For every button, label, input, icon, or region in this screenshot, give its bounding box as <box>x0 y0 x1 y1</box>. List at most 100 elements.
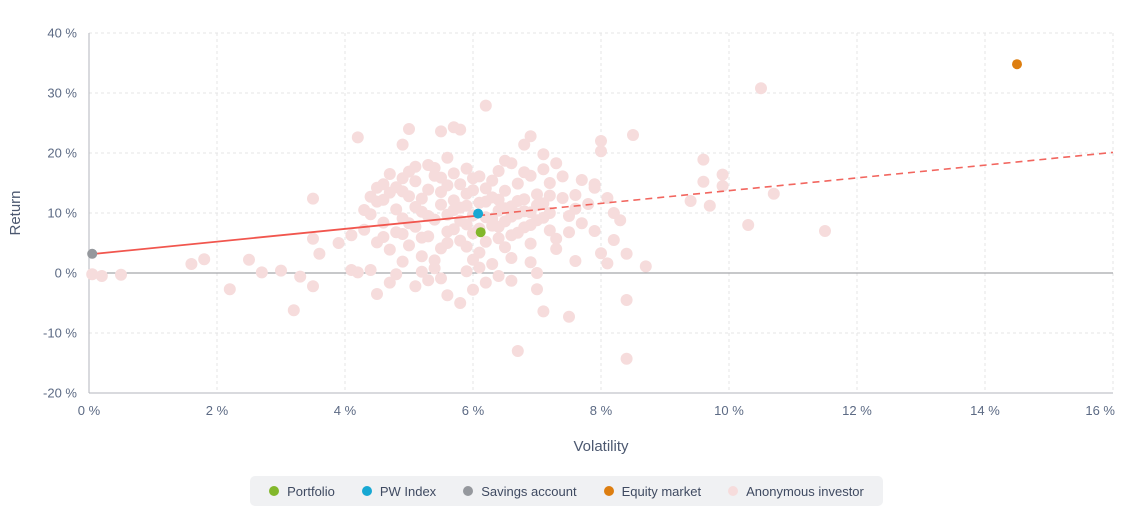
scatter-point-anonymous-investor[interactable] <box>415 231 428 244</box>
scatter-point-anonymous-investor[interactable] <box>95 270 108 282</box>
scatter-point-anonymous-investor[interactable] <box>575 174 588 186</box>
scatter-point-anonymous-investor[interactable] <box>294 270 307 283</box>
scatter-point-anonymous-investor[interactable] <box>435 198 447 211</box>
scatter-point-anonymous-investor[interactable] <box>345 264 358 276</box>
scatter-point-anonymous-investor[interactable] <box>364 264 377 276</box>
scatter-point-anonymous-investor[interactable] <box>537 163 550 176</box>
scatter-point-anonymous-investor[interactable] <box>460 199 473 212</box>
scatter-point-anonymous-investor[interactable] <box>428 262 441 275</box>
scatter-point-anonymous-investor[interactable] <box>601 192 614 204</box>
scatter-point-anonymous-investor[interactable] <box>377 193 390 206</box>
scatter-point-anonymous-investor[interactable] <box>543 224 556 237</box>
scatter-point-anonymous-investor[interactable] <box>243 253 255 266</box>
scatter-point-anonymous-investor[interactable] <box>505 210 518 223</box>
scatter-point-anonymous-investor[interactable] <box>531 283 543 296</box>
legend-item-savings-account[interactable]: Savings account <box>463 484 577 499</box>
scatter-point-anonymous-investor[interactable] <box>486 258 499 270</box>
scatter-point-anonymous-investor[interactable] <box>351 131 364 144</box>
scatter-point-anonymous-investor[interactable] <box>396 185 409 198</box>
scatter-point-anonymous-investor[interactable] <box>415 265 428 278</box>
scatter-point-anonymous-investor[interactable] <box>255 266 268 279</box>
scatter-point-anonymous-investor[interactable] <box>409 280 422 293</box>
scatter-point-anonymous-investor[interactable] <box>524 237 537 250</box>
scatter-point-anonymous-investor[interactable] <box>307 280 319 293</box>
scatter-point-anonymous-investor[interactable] <box>531 188 543 201</box>
scatter-point-anonymous-investor[interactable] <box>473 261 486 274</box>
scatter-point-equity-market[interactable] <box>1012 59 1022 70</box>
scatter-point-anonymous-investor[interactable] <box>313 247 326 260</box>
scatter-point-anonymous-investor[interactable] <box>422 210 435 222</box>
scatter-point-anonymous-investor[interactable] <box>563 310 575 323</box>
legend-item-equity-market[interactable]: Equity market <box>603 484 701 499</box>
scatter-point-anonymous-investor[interactable] <box>595 247 607 260</box>
scatter-point-anonymous-investor[interactable] <box>415 192 428 205</box>
scatter-point-anonymous-investor[interactable] <box>479 276 492 289</box>
scatter-point-anonymous-investor[interactable] <box>435 125 447 138</box>
scatter-point-anonymous-investor[interactable] <box>441 237 454 249</box>
scatter-point-anonymous-investor[interactable] <box>86 268 99 281</box>
scatter-point-anonymous-investor[interactable] <box>409 201 422 213</box>
scatter-point-anonymous-investor[interactable] <box>358 204 371 216</box>
scatter-point-anonymous-investor[interactable] <box>755 82 767 95</box>
scatter-point-anonymous-investor[interactable] <box>639 260 652 273</box>
scatter-point-anonymous-investor[interactable] <box>377 216 390 229</box>
scatter-point-anonymous-investor[interactable] <box>499 241 511 254</box>
scatter-point-anonymous-investor[interactable] <box>550 232 563 245</box>
scatter-point-anonymous-investor[interactable] <box>492 193 505 206</box>
scatter-point-anonymous-investor[interactable] <box>454 178 467 191</box>
scatter-point-anonymous-investor[interactable] <box>614 214 627 227</box>
scatter-point-anonymous-investor[interactable] <box>620 247 633 260</box>
scatter-point-anonymous-investor[interactable] <box>403 239 415 252</box>
scatter-point-anonymous-investor[interactable] <box>531 267 543 279</box>
scatter-point-anonymous-investor[interactable] <box>607 234 620 246</box>
scatter-point-anonymous-investor[interactable] <box>575 217 588 230</box>
scatter-point-portfolio[interactable] <box>475 227 486 238</box>
scatter-point-anonymous-investor[interactable] <box>332 237 345 249</box>
scatter-point-anonymous-investor[interactable] <box>543 177 556 189</box>
scatter-point-anonymous-investor[interactable] <box>499 202 511 215</box>
scatter-point-anonymous-investor[interactable] <box>422 183 435 196</box>
scatter-point-anonymous-investor[interactable] <box>454 123 467 136</box>
scatter-point-anonymous-investor[interactable] <box>684 195 697 207</box>
scatter-point-anonymous-investor[interactable] <box>287 304 300 317</box>
scatter-point-anonymous-investor[interactable] <box>473 170 486 183</box>
scatter-point-anonymous-investor[interactable] <box>390 268 403 281</box>
scatter-point-anonymous-investor[interactable] <box>383 168 396 180</box>
scatter-point-anonymous-investor[interactable] <box>524 219 537 231</box>
scatter-point-anonymous-investor[interactable] <box>275 264 287 277</box>
scatter-point-anonymous-investor[interactable] <box>383 276 396 289</box>
scatter-point-anonymous-investor[interactable] <box>435 272 447 285</box>
scatter-point-anonymous-investor[interactable] <box>460 265 473 278</box>
scatter-point-anonymous-investor[interactable] <box>447 204 460 216</box>
scatter-point-anonymous-investor[interactable] <box>377 178 390 191</box>
scatter-point-anonymous-investor[interactable] <box>620 294 633 306</box>
scatter-point-anonymous-investor[interactable] <box>447 167 460 180</box>
scatter-point-anonymous-investor[interactable] <box>467 184 479 197</box>
scatter-point-anonymous-investor[interactable] <box>390 203 403 216</box>
scatter-point-anonymous-investor[interactable] <box>543 189 556 202</box>
scatter-point-anonymous-investor[interactable] <box>588 225 601 237</box>
scatter-point-anonymous-investor[interactable] <box>819 225 831 237</box>
scatter-point-anonymous-investor[interactable] <box>403 165 415 178</box>
scatter-point-anonymous-investor[interactable] <box>697 175 710 188</box>
scatter-point-anonymous-investor[interactable] <box>703 199 716 212</box>
scatter-point-anonymous-investor[interactable] <box>460 162 473 175</box>
scatter-point-anonymous-investor[interactable] <box>396 228 409 240</box>
scatter-point-anonymous-investor[interactable] <box>524 130 537 143</box>
scatter-point-anonymous-investor[interactable] <box>511 195 524 207</box>
scatter-point-anonymous-investor[interactable] <box>307 232 319 245</box>
scatter-point-anonymous-investor[interactable] <box>601 257 614 270</box>
scatter-point-anonymous-investor[interactable] <box>415 250 428 263</box>
scatter-point-anonymous-investor[interactable] <box>479 99 492 112</box>
scatter-point-anonymous-investor[interactable] <box>569 255 582 267</box>
scatter-point-anonymous-investor[interactable] <box>441 151 454 164</box>
scatter-point-anonymous-investor[interactable] <box>492 165 505 177</box>
scatter-point-anonymous-investor[interactable] <box>396 255 409 268</box>
scatter-point-anonymous-investor[interactable] <box>383 243 396 256</box>
scatter-point-anonymous-investor[interactable] <box>198 253 211 266</box>
scatter-point-anonymous-investor[interactable] <box>524 256 537 269</box>
scatter-point-anonymous-investor[interactable] <box>518 138 531 151</box>
scatter-point-anonymous-investor[interactable] <box>742 219 755 231</box>
scatter-point-anonymous-investor[interactable] <box>115 268 127 281</box>
scatter-point-anonymous-investor[interactable] <box>441 289 454 302</box>
